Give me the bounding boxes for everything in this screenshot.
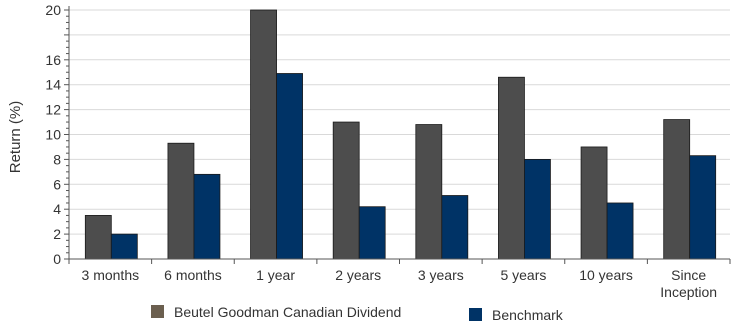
y-tick-label: 6 <box>53 176 61 192</box>
x-category-label: 5 years <box>500 267 546 283</box>
y-tick-label: 0 <box>53 251 61 267</box>
bar-fund <box>250 9 277 260</box>
bar-benchmark <box>358 206 386 260</box>
bar-fund <box>498 76 525 260</box>
x-category-label: 3 months <box>82 267 140 283</box>
bar-benchmark <box>193 173 221 260</box>
legend-label: Beutel Goodman Canadian Dividend <box>174 304 401 320</box>
bar-fund <box>415 124 443 260</box>
legend-swatch <box>151 305 164 318</box>
x-category-label: 10 years <box>579 267 633 283</box>
legend-swatch <box>469 308 482 321</box>
x-category-label: Since <box>671 267 706 283</box>
y-tick-label: 2 <box>53 226 61 242</box>
y-tick-label: 12 <box>45 102 61 118</box>
y-axis-title: Return (%) <box>7 101 24 174</box>
legend: Beutel Goodman Canadian Dividend Benchmar… <box>151 304 564 323</box>
labels: 0 2 4 6 8 10 12 14 16 20 3 months 6 months 1 year 2 y… <box>45 2 717 300</box>
legend-label: Benchmark <box>492 307 564 323</box>
bar-benchmark <box>441 195 469 260</box>
axes <box>64 6 731 264</box>
y-tick-label: 8 <box>53 151 61 167</box>
bar-benchmark <box>524 158 551 260</box>
bar-fund <box>663 119 691 260</box>
y-tick-label: 20 <box>45 2 61 18</box>
y-tick-label: 14 <box>45 77 61 93</box>
x-category-label: Inception <box>660 284 717 300</box>
bar-benchmark <box>276 73 303 260</box>
bar-benchmark <box>606 202 634 260</box>
x-category-label: 1 year <box>256 267 295 283</box>
bar-fund <box>84 215 112 260</box>
x-category-label: 6 months <box>164 267 222 283</box>
x-category-label: 2 years <box>335 267 381 283</box>
bar-benchmark <box>110 233 138 260</box>
x-category-label: 3 years <box>418 267 464 283</box>
y-tick-label: 16 <box>45 52 61 68</box>
bar-benchmark <box>689 155 717 260</box>
y-tick-label: 4 <box>53 201 61 217</box>
bar-fund <box>167 142 195 260</box>
bar-fund <box>332 121 360 260</box>
bar-fund <box>580 146 608 260</box>
y-tick-label: 10 <box>45 127 61 143</box>
